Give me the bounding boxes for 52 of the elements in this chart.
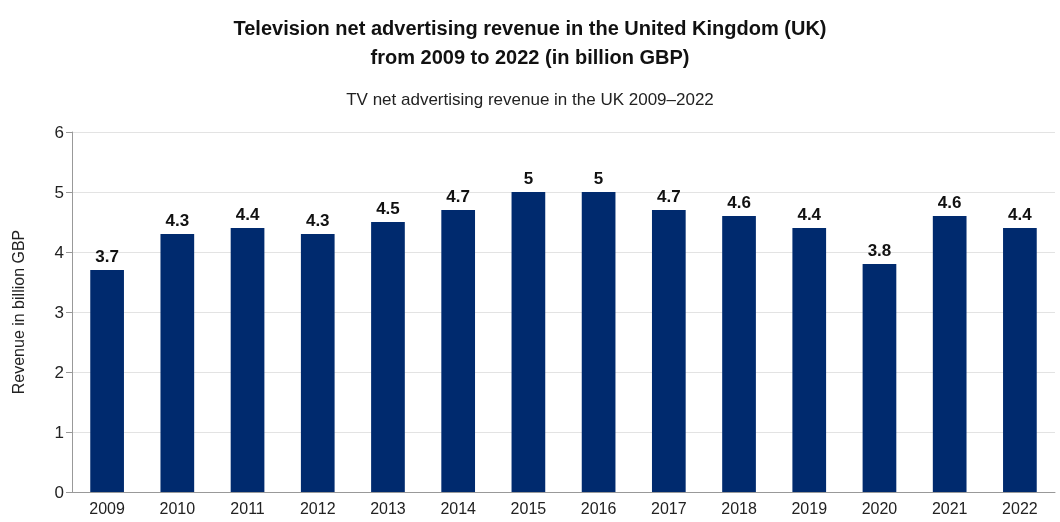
bar — [230, 228, 265, 492]
y-tick-label: 5 — [54, 182, 64, 202]
bar — [511, 192, 546, 492]
x-tick-label: 2009 — [89, 499, 126, 517]
y-tick-label: 4 — [54, 242, 64, 262]
bar — [792, 228, 827, 492]
x-tick-label: 2018 — [721, 499, 757, 517]
y-tick-label: 1 — [54, 422, 64, 442]
data-label: 5 — [523, 169, 534, 188]
bar — [371, 222, 405, 492]
bar — [300, 234, 335, 492]
data-label: 3.7 — [95, 247, 119, 266]
bar — [160, 234, 195, 492]
data-label: 5 — [593, 169, 604, 188]
chart-subtitle: TV net advertising revenue in the UK 2009–2022 — [346, 90, 714, 109]
bar — [441, 210, 476, 492]
chart-title: Television net advertising revenue in the United Kingdom (UK) from 2009 to 2022 (in billion GBP) — [233, 16, 827, 68]
x-tick-label: 2017 — [651, 499, 687, 517]
x-tick-label: 2011 — [230, 499, 265, 517]
bar — [932, 216, 967, 492]
data-label: 4.6 — [937, 193, 962, 212]
x-tick-label: 2022 — [1002, 499, 1038, 517]
data-label: 4.5 — [376, 199, 400, 218]
data-label: 4.7 — [446, 187, 470, 206]
bar — [581, 192, 616, 492]
x-tick-label: 2016 — [580, 499, 617, 517]
y-tick-label: 3 — [54, 302, 64, 322]
bar — [862, 264, 897, 492]
data-label: 3.8 — [867, 241, 892, 260]
data-label: 4.4 — [797, 205, 822, 224]
y-tick-label: 6 — [54, 122, 64, 142]
bar — [1003, 228, 1037, 492]
x-tick-label: 2019 — [791, 499, 828, 517]
y-tick-label: 2 — [54, 362, 64, 382]
x-tick-label: 2013 — [370, 499, 406, 517]
data-label: 4.3 — [305, 211, 330, 230]
x-tick-label: 2021 — [931, 499, 968, 517]
data-label: 4.7 — [657, 187, 681, 206]
x-tick-label: 2012 — [299, 499, 336, 517]
bar — [722, 216, 756, 492]
x-tick-label: 2010 — [159, 499, 196, 517]
data-label: 4.4 — [235, 205, 260, 224]
data-label: 4.4 — [1008, 205, 1033, 224]
x-tick-label: 2015 — [510, 499, 547, 517]
y-tick-label: 0 — [54, 482, 64, 502]
bar — [90, 270, 124, 492]
data-label: 4.6 — [727, 193, 751, 212]
bar — [651, 210, 686, 492]
x-tick-label: 2020 — [861, 499, 898, 517]
x-tick-label: 2014 — [440, 499, 477, 517]
y-axis-title: Revenue in billion GBP — [9, 229, 27, 395]
data-label: 4.3 — [165, 211, 190, 230]
